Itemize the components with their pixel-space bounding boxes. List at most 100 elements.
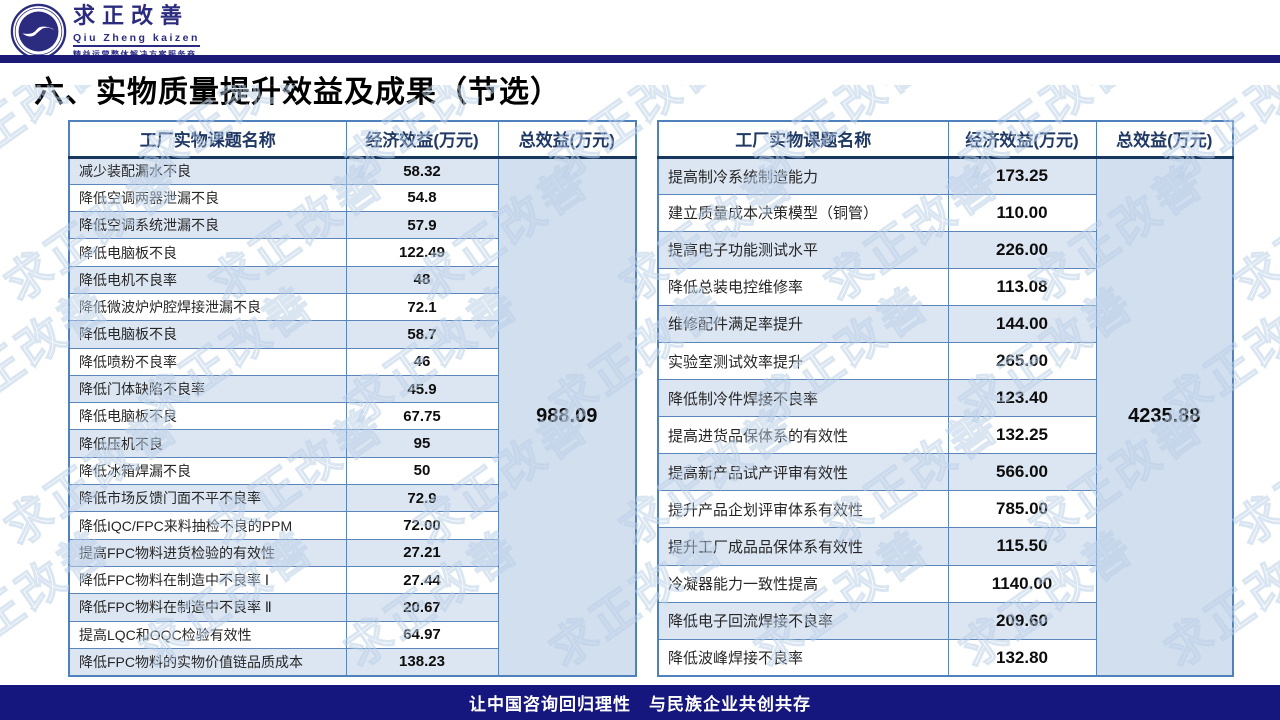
total-benefit-cell: 4235.88 — [1095, 156, 1234, 677]
economic-benefit-cell: 115.50 — [947, 527, 1097, 566]
total-benefit-cell: 988.09 — [497, 156, 637, 677]
economic-benefit-cell: 72.1 — [345, 292, 499, 322]
topic-name-cell: 降低波峰焊接不良率 — [657, 638, 949, 677]
economic-benefit-cell: 95 — [345, 429, 499, 458]
table-row: 降低电脑板不良 122.49 — [68, 238, 636, 267]
table-row: 冷凝器能力一致性提高 1140.00 — [657, 564, 1233, 603]
economic-benefit-cell: 50 — [345, 456, 499, 486]
economic-benefit-cell: 265.00 — [947, 341, 1097, 381]
col-header-topic: 工厂实物课题名称 — [658, 121, 948, 159]
topic-name-cell: 提高FPC物料进货检验的有效性 — [68, 538, 347, 567]
topic-name-cell: 降低冰箱焊漏不良 — [68, 456, 347, 486]
economic-benefit-cell: 54.8 — [345, 183, 499, 213]
topic-name-cell: 降低电脑板不良 — [68, 238, 347, 267]
topic-name-cell: 降低电机不良率 — [68, 265, 347, 294]
company-logo-icon — [10, 3, 67, 60]
economic-benefit-cell: 785.00 — [947, 490, 1097, 529]
col-header-economic-benefit: 经济效益(万元) — [345, 121, 498, 159]
topic-name-cell: 降低空调两器泄漏不良 — [68, 183, 347, 213]
table-row: 降低制冷件焊接不良率 123.40 — [657, 379, 1233, 418]
header-divider — [0, 55, 1280, 63]
economic-benefit-cell: 67.75 — [345, 402, 499, 431]
brand-header: 求正改善 Qiu Zheng kaizen 精益运营整体解决方案服务商 — [10, 3, 200, 60]
economic-benefit-cell: 58.7 — [345, 320, 499, 349]
topic-name-cell: 提高电子功能测试水平 — [657, 230, 949, 269]
topic-name-cell: 降低总装电控维修率 — [657, 267, 949, 306]
table-row: 降低FPC物料在制造中不良率 Ⅱ 20.67 — [68, 593, 636, 622]
economic-benefit-cell: 64.97 — [345, 620, 499, 649]
economic-benefit-cell: 132.25 — [947, 416, 1097, 455]
economic-benefit-cell: 46 — [345, 347, 499, 376]
right-benefits-table: 工厂实物课题名称 经济效益(万元) 总效益(万元) 提高制冷系统制造能力 173.… — [657, 120, 1234, 678]
economic-benefit-cell: 209.60 — [947, 601, 1097, 640]
topic-name-cell: 降低制冷件焊接不良率 — [657, 379, 949, 418]
economic-benefit-cell: 123.40 — [947, 379, 1097, 418]
topic-name-cell: 降低门体缺陷不良率 — [68, 374, 347, 404]
economic-benefit-cell: 113.08 — [947, 267, 1097, 306]
topic-name-cell: 提高LQC和OQC检验有效性 — [68, 620, 347, 649]
table-row: 降低波峰焊接不良率 132.80 — [657, 638, 1233, 677]
topic-name-cell: 建立质量成本决策模型（铜管） — [657, 193, 949, 232]
brand-name-en: Qiu Zheng kaizen — [73, 32, 200, 47]
economic-benefit-cell: 226.00 — [947, 230, 1097, 269]
table-row: 降低总装电控维修率 113.08 — [657, 267, 1233, 306]
economic-benefit-cell: 132.80 — [947, 638, 1097, 677]
table-row: 降低压机不良 95 — [68, 429, 636, 458]
brand-text-block: 求正改善 Qiu Zheng kaizen 精益运营整体解决方案服务商 — [73, 2, 200, 60]
economic-benefit-cell: 27.44 — [345, 565, 499, 595]
footer-slogan-left: 让中国咨询回归理性 — [469, 695, 631, 714]
economic-benefit-cell: 72.00 — [345, 511, 499, 540]
economic-benefit-cell: 1140.00 — [947, 564, 1097, 603]
topic-name-cell: 降低空调系统泄漏不良 — [68, 211, 347, 240]
table-row: 降低电子回流焊接不良率 209.60 — [657, 601, 1233, 640]
table-row: 建立质量成本决策模型（铜管） 110.00 — [657, 193, 1233, 232]
col-header-total-benefit: 总效益(万元) — [497, 121, 636, 159]
col-header-topic: 工厂实物课题名称 — [69, 121, 346, 159]
topic-name-cell: 提高新产品试产评审有效性 — [657, 453, 949, 492]
topic-name-cell: 降低FPC物料在制造中不良率 Ⅱ — [68, 593, 347, 622]
footer-slogan-right: 与民族企业共创共存 — [649, 695, 811, 714]
table-row: 提高进货品保体系的有效性 132.25 — [657, 416, 1233, 455]
economic-benefit-cell: 110.00 — [947, 193, 1097, 232]
topic-name-cell: 降低FPC物料的实物价值链品质成本 — [68, 647, 347, 677]
table-row: 降低市场反馈门面不平不良率 72.9 — [68, 484, 636, 513]
table-row: 减少装配漏水不良 58.32 988.09 — [68, 156, 637, 677]
table-row: 降低冰箱焊漏不良 50 — [68, 456, 636, 486]
table-row: 降低微波炉炉腔焊接泄漏不良 72.1 — [68, 292, 636, 322]
topic-name-cell: 降低压机不良 — [68, 429, 347, 458]
table-row: 提高制冷系统制造能力 173.25 4235.88 — [657, 156, 1234, 677]
economic-benefit-cell: 144.00 — [947, 304, 1097, 343]
table-row: 降低喷粉不良率 46 — [68, 347, 636, 376]
table-header-row: 工厂实物课题名称 经济效益(万元) 总效益(万元) — [658, 121, 1233, 159]
table-row: 提升产品企划评审体系有效性 785.00 — [657, 490, 1233, 529]
topic-name-cell: 降低市场反馈门面不平不良率 — [68, 484, 347, 513]
topic-name-cell: 降低电子回流焊接不良率 — [657, 601, 949, 640]
economic-benefit-cell: 566.00 — [947, 453, 1097, 492]
topic-name-cell: 降低电脑板不良 — [68, 402, 347, 431]
page-title: 六、实物质量提升效益及成果（节选） — [34, 76, 561, 109]
economic-benefit-cell: 122.49 — [345, 238, 499, 267]
table-row: 提高LQC和OQC检验有效性 64.97 — [68, 620, 636, 649]
economic-benefit-cell: 138.23 — [345, 647, 499, 677]
economic-benefit-cell: 57.9 — [345, 211, 499, 240]
table-header-row: 工厂实物课题名称 经济效益(万元) 总效益(万元) — [69, 121, 636, 159]
topic-name-cell: 提升工厂成品品保体系有效性 — [657, 527, 949, 566]
col-header-total-benefit: 总效益(万元) — [1095, 121, 1233, 159]
table-row: 提高FPC物料进货检验的有效性 27.21 — [68, 538, 636, 567]
topic-name-cell: 提高制冷系统制造能力 — [657, 156, 949, 195]
economic-benefit-cell: 58.32 — [345, 156, 499, 185]
economic-benefit-cell: 20.67 — [345, 593, 499, 622]
brand-tagline: 精益运营整体解决方案服务商 — [73, 49, 197, 59]
topic-name-cell: 降低IQC/FPC来料抽检不良的PPM — [68, 511, 347, 540]
left-benefits-table: 工厂实物课题名称 经济效益(万元) 总效益(万元) 减少装配漏水不良 58.32 9… — [68, 120, 637, 677]
topic-name-cell: 降低FPC物料在制造中不良率 Ⅰ — [68, 565, 347, 595]
brand-name-cn: 求正改善 — [73, 2, 190, 28]
economic-benefit-cell: 48 — [345, 265, 499, 294]
col-header-economic-benefit: 经济效益(万元) — [947, 121, 1096, 159]
table-row: 实验室测试效率提升 265.00 — [657, 341, 1233, 381]
topic-name-cell: 冷凝器能力一致性提高 — [657, 564, 949, 603]
economic-benefit-cell: 72.9 — [345, 484, 499, 513]
economic-benefit-cell: 45.9 — [345, 374, 499, 404]
topic-name-cell: 提升产品企划评审体系有效性 — [657, 490, 949, 529]
footer-banner: 让中国咨询回归理性 与民族企业共创共存 — [0, 685, 1280, 720]
